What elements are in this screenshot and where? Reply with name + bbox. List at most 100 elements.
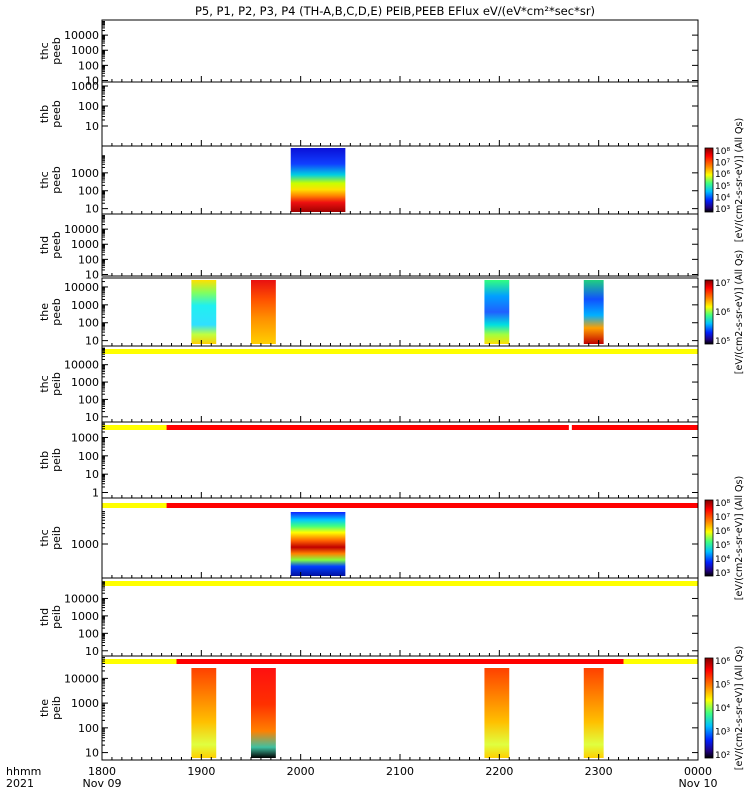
y-tick-label: 1000 [71, 167, 99, 180]
y-tick-label: 10 [85, 268, 99, 281]
panel-thb-peeb: 1000 100 10 thbpeeb [38, 80, 699, 147]
colorbar-tick-label: 10⁸ [715, 147, 730, 157]
panel-stack: 10000 1000 100 10 thcpeeb 1000 100 10 thbpeeb 100… [38, 19, 745, 770]
y-tick-label: 10000 [64, 359, 99, 372]
y-tick-label: 100 [78, 100, 99, 113]
spectrogram-block [290, 148, 346, 212]
panel-thd-peib: 10000 1000 100 10 thdpeib [38, 577, 699, 658]
y-tick-label: 1000 [71, 697, 99, 710]
spectrogram-block [290, 512, 346, 576]
x-axis-format-label: hhmm [6, 765, 41, 778]
y-tick-label: 1000 [71, 80, 99, 93]
panel-thc-peeb-1: 10000 1000 100 10 thcpeeb [38, 19, 699, 87]
y-tick-label: 10 [85, 747, 99, 760]
panel-ylabel: thcpeib [38, 526, 63, 550]
status-bar-segment [166, 503, 699, 508]
x-tick-label: 1800 [88, 765, 116, 778]
figure-title: P5, P1, P2, P3, P4 (TH-A,B,C,D,E) PEIB,P… [195, 4, 595, 18]
y-tick-label: 100 [78, 59, 99, 72]
colorbar-tick-label: 10⁷ [715, 279, 730, 289]
spectrogram-block [251, 668, 276, 758]
y-tick-label: 1000 [71, 44, 99, 57]
y-tick-label: 100 [78, 393, 99, 406]
status-bar-segment [102, 659, 177, 664]
colorbar-tick-label: 10⁵ [715, 681, 730, 691]
colorbar-label: [eV/(cm2-s-sr-eV)] (All Qs) [734, 646, 745, 770]
y-tick-label: 1000 [71, 538, 99, 551]
y-tick-label: 1 [92, 487, 99, 500]
y-tick-label: 10 [85, 468, 99, 481]
colorbar-tick-label: 10⁶ [715, 170, 730, 180]
x-tick-label: 1900 [187, 765, 215, 778]
x-tick-label: 2200 [485, 765, 513, 778]
panel-frame [101, 421, 699, 499]
spectrogram-block [191, 280, 217, 344]
colorbar-tick-label: 10⁴ [715, 555, 730, 565]
colorbar-tick-label: 10⁶ [715, 657, 730, 667]
panel-frame [101, 577, 699, 657]
spectrogram-block [583, 280, 604, 344]
x-axis-year-label: 2021 [6, 777, 34, 790]
spectrogram-block [251, 280, 276, 344]
panel-thc-peib: 10000 1000 100 10 thcpeib [38, 345, 699, 424]
panel-the-peeb: 10000 1000 100 10 thepeeb 10⁷ 10⁶ 10⁵ [eV/(cm2-s… [38, 250, 745, 374]
colorbar-tick-label: 10² [715, 751, 730, 761]
y-tick-label: 10000 [64, 672, 99, 685]
colorbar-tick-label: 10⁷ [715, 159, 730, 169]
colorbar [704, 499, 714, 577]
y-tick-label: 100 [78, 722, 99, 735]
colorbar-tick-label: 10³ [715, 728, 730, 738]
panel-the-peib: 10000 1000 100 10 thepeib 10⁶ 10⁵ 10⁴ 10³ 10² [eV/… [38, 646, 745, 770]
y-tick-label: 1000 [71, 376, 99, 389]
panel-frame [101, 497, 699, 579]
status-bar-segment [176, 659, 624, 664]
y-tick-label: 1000 [71, 299, 99, 312]
colorbar-tick-label: 10⁵ [715, 541, 730, 551]
y-tick-label: 10000 [64, 29, 99, 42]
panel-thc-peib: 1000 thcpeib 10⁸ 10⁷ 10⁶ 10⁵ 10⁴ 10³ [eV/(cm2-s-… [38, 476, 745, 600]
colorbar-tick-label: 10³ [715, 569, 730, 579]
colorbar-tick-label: 10³ [715, 205, 730, 215]
spectrogram-block [191, 668, 217, 758]
panel-ylabel: thbpeeb [38, 100, 63, 128]
colorbar-tick-label: 10⁸ [715, 499, 730, 509]
panel-thd-peeb: 10000 1000 100 10 thdpeeb [38, 213, 699, 281]
panel-ylabel: thdpeib [38, 605, 63, 629]
spectrogram-block [484, 668, 510, 758]
x-tick-label: 2000 [287, 765, 315, 778]
x-tick-label: 0000 [684, 765, 712, 778]
panel-ylabel: thepeib [38, 696, 63, 720]
y-tick-label: 10000 [64, 592, 99, 605]
y-tick-label: 1000 [71, 432, 99, 445]
status-bar-segment [623, 659, 698, 664]
colorbar [704, 147, 714, 213]
panel-frame [101, 345, 699, 423]
colorbar-tick-label: 10⁵ [715, 337, 730, 347]
y-tick-label: 10 [85, 74, 99, 87]
y-tick-label: 100 [78, 253, 99, 266]
status-bar-segment [102, 349, 698, 354]
panel-ylabel: thcpeeb [38, 166, 63, 194]
status-bar-segment [102, 425, 167, 430]
status-bar-segment [571, 425, 698, 430]
y-tick-label: 100 [78, 317, 99, 330]
colorbar-tick-label: 10⁶ [715, 527, 730, 537]
y-tick-label: 10 [85, 335, 99, 348]
colorbar-tick-label: 10⁴ [715, 704, 730, 714]
x-tick-label: 2100 [386, 765, 414, 778]
panel-frame [101, 19, 699, 83]
colorbar-tick-label: 10⁷ [715, 513, 730, 523]
panel-frame [101, 81, 699, 147]
y-tick-label: 100 [78, 627, 99, 640]
y-tick-label: 100 [78, 185, 99, 198]
colorbar-label: [eV/(cm2-s-sr-eV)] (All Qs) [734, 250, 745, 374]
y-tick-label: 10 [85, 203, 99, 216]
x-date-label: Nov 09 [83, 777, 122, 790]
colorbar [704, 279, 714, 345]
x-tick-label: 2300 [585, 765, 613, 778]
panel-thb-peib: 1000 100 10 1 thbpeib [38, 421, 699, 500]
y-tick-label: 1000 [71, 238, 99, 251]
